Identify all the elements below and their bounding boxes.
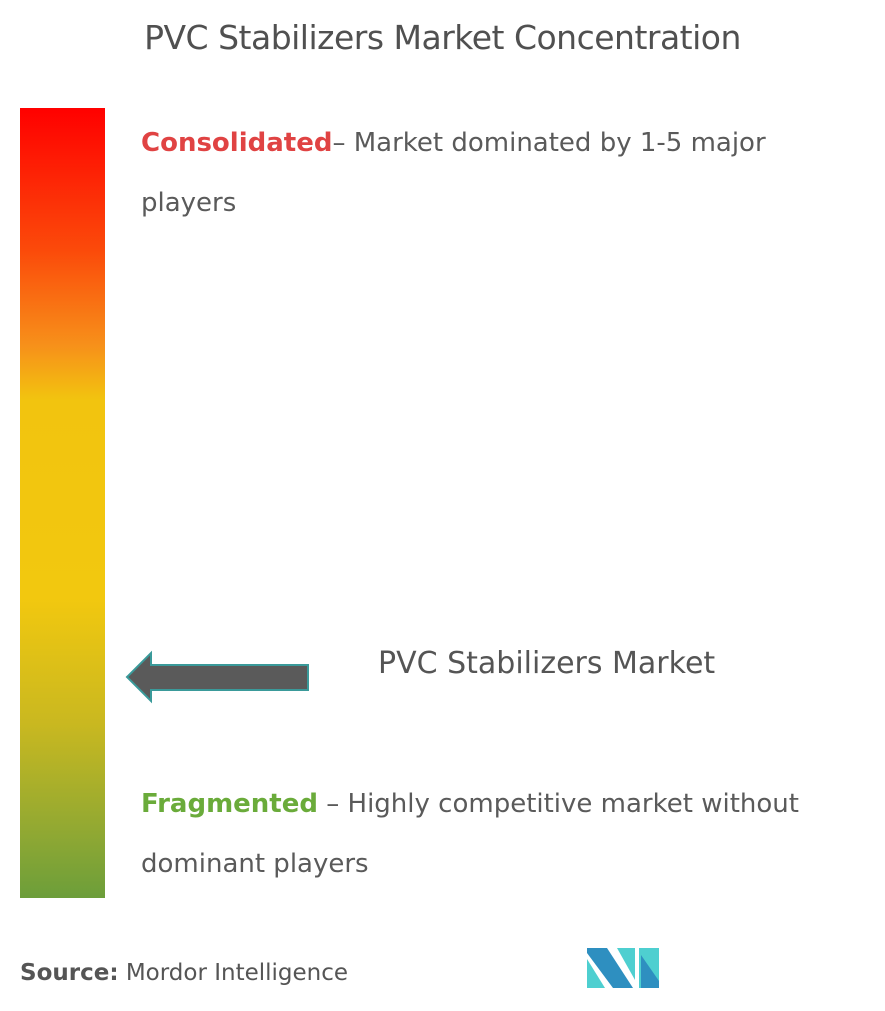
consolidated-description: Consolidated– Market dominated by 1-5 ma… bbox=[141, 113, 841, 233]
fragmented-description: Fragmented – Highly competitive market w… bbox=[141, 774, 841, 894]
left-arrow-icon bbox=[125, 650, 309, 704]
fragmented-text: – Highly competitive market without domi… bbox=[141, 789, 799, 879]
source-value: Mordor Intelligence bbox=[118, 960, 349, 986]
consolidated-label: Consolidated bbox=[141, 128, 333, 158]
source-note: Source: Mordor Intelligence bbox=[20, 960, 348, 986]
fragmented-label: Fragmented bbox=[141, 789, 318, 819]
market-label: PVC Stabilizers Market bbox=[378, 646, 716, 681]
concentration-gradient-bar bbox=[20, 108, 105, 898]
chart-title: PVC Stabilizers Market Concentration bbox=[144, 18, 741, 57]
mordor-intelligence-logo-icon bbox=[587, 948, 659, 988]
source-label: Source: bbox=[20, 960, 119, 986]
consolidated-text: – Market dominated by 1-5 major players bbox=[141, 128, 766, 218]
